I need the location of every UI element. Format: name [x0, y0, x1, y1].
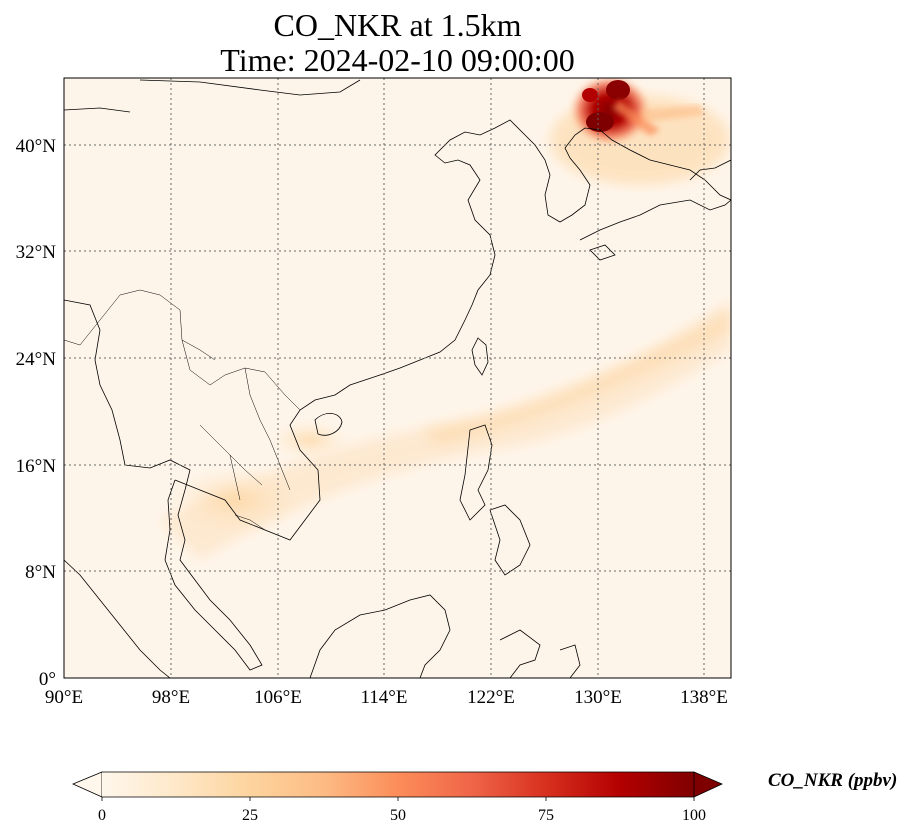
- lon-tick-label: 114°E: [361, 687, 408, 708]
- lon-tick-labels: 90°E 98°E 106°E 114°E 122°E 130°E 138°E: [45, 687, 728, 708]
- lon-tick-label: 130°E: [574, 687, 622, 708]
- lon-tick-label: 98°E: [152, 687, 190, 708]
- country-borders: [64, 289, 301, 531]
- colorbar-tick-label: 0: [98, 807, 106, 824]
- map-frame: [63, 77, 732, 679]
- lat-tick-label: 40°N: [16, 136, 57, 157]
- colorbar-gradient: [102, 772, 694, 797]
- colorbar-tick-label: 50: [390, 807, 406, 824]
- colorbar: 0 25 50 75 100: [71, 771, 723, 824]
- lat-tick-labels: 0° 8°N 16°N 24°N 32°N 40°N: [16, 136, 57, 690]
- lon-tick-label: 106°E: [254, 687, 302, 708]
- lon-tick-label: 90°E: [45, 687, 83, 708]
- gridlines: [64, 78, 731, 678]
- plot-title-line1: CO_NKR at 1.5km: [273, 7, 522, 43]
- lat-tick-label: 24°N: [16, 349, 57, 370]
- colorbar-extend-max: [693, 771, 723, 798]
- lat-tick-label: 8°N: [25, 562, 56, 583]
- lon-tick-label: 138°E: [680, 687, 728, 708]
- colorbar-tick-label: 100: [682, 807, 706, 824]
- lat-tick-label: 16°N: [16, 456, 57, 477]
- lat-tick-label: 0°: [39, 669, 56, 690]
- colorbar-tick-label: 25: [242, 807, 258, 824]
- plot-title-line2: Time: 2024-02-10 09:00:00: [220, 42, 575, 78]
- lat-tick-label: 32°N: [16, 242, 57, 263]
- colorbar-extend-min: [71, 771, 103, 798]
- colorbar-tick-label: 75: [538, 807, 554, 824]
- concentration-field: [64, 78, 731, 678]
- lon-tick-label: 122°E: [467, 687, 515, 708]
- colorbar-label: CO_NKR (ppbv): [768, 770, 898, 791]
- coastlines: [64, 79, 731, 678]
